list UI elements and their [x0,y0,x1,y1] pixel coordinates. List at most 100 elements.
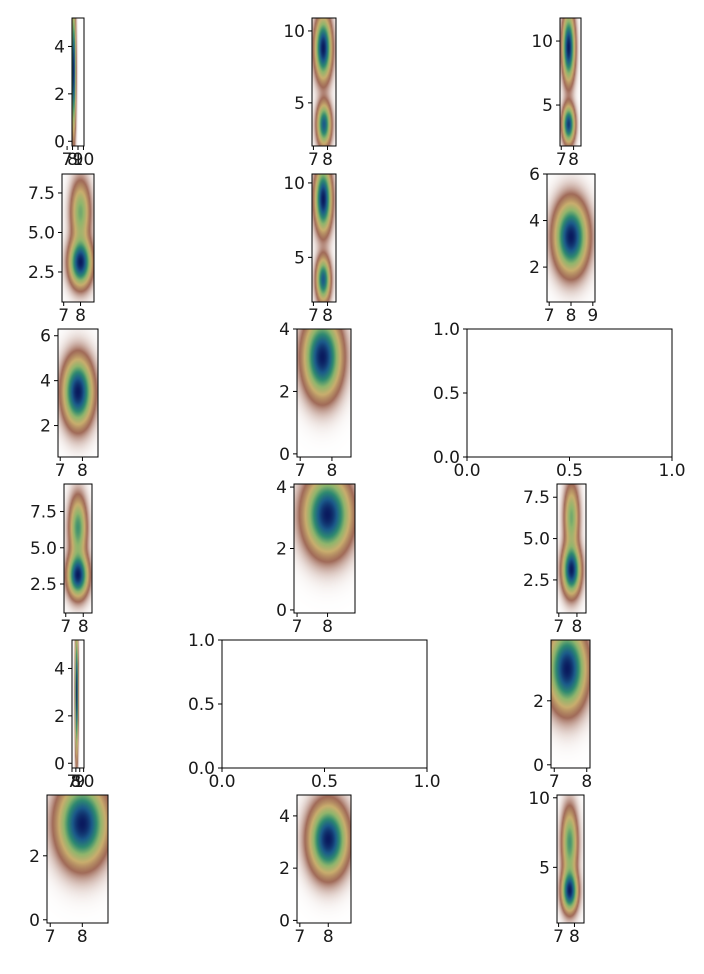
x-tick-label: 0.5 [556,461,583,481]
y-tick-label: 4 [40,372,51,392]
y-tick-label: 5 [539,858,550,878]
y-tick-label: 1.0 [188,631,215,651]
density-image [560,18,581,146]
x-tick-label: 8 [75,306,86,326]
density-image [47,795,108,923]
y-tick-label: 4 [54,37,65,57]
x-tick-label: 7 [544,306,555,326]
subplot-p15: 7 8 0 2 [533,639,592,792]
y-tick-label: 10 [283,174,305,194]
x-tick-label: 8 [322,150,333,170]
x-tick-label: 7 [67,772,78,792]
x-tick-label: 8 [78,617,89,637]
y-tick-label: 0 [276,601,287,621]
x-tick-label: 1.0 [658,461,685,481]
y-tick-label: 4 [529,212,540,232]
x-tick-label: 7 [294,927,305,947]
axes-frame [57,328,99,458]
y-tick-label: 10 [528,789,550,809]
x-tick-label: 8 [327,461,338,481]
density-image [297,329,351,457]
x-tick-label: 7 [60,617,71,637]
density-image [312,18,336,146]
axes-frame [556,483,587,614]
y-tick-label: 2 [29,847,40,867]
y-tick-label: 2 [279,859,290,879]
y-tick-label: 5.0 [28,223,55,243]
y-tick-label: 2.5 [30,575,57,595]
axes-frame [311,17,337,147]
y-tick-label: 5 [294,248,305,268]
axes-frame [466,328,673,458]
y-tick-label: 5 [542,96,553,116]
density-image [62,174,94,302]
y-tick-label: 2.5 [28,263,55,283]
y-tick-label: 0 [279,445,290,465]
subplot-p18: 7 8 5 10 [528,789,585,947]
x-tick-label: 0.0 [208,772,235,792]
axes-frame [63,483,93,614]
subplot-p6: 7 8 9 2 4 6 [529,165,598,326]
x-tick-label: 8 [566,306,577,326]
y-tick-label: 2.5 [523,571,550,591]
y-tick-label: 2 [276,540,287,560]
x-tick-label: 0.5 [311,772,338,792]
axes-frame [296,794,352,924]
axes-frame [550,639,591,769]
y-tick-label: 0.5 [433,384,460,404]
x-tick-label: 8 [77,927,88,947]
x-tick-label: 8 [77,461,88,481]
y-tick-label: 4 [279,320,290,340]
subplot-p10: 7 8 2.5 5.0 7.5 [30,483,93,637]
y-tick-label: 2 [529,258,540,278]
y-tick-label: 4 [276,478,287,498]
y-tick-label: 0 [54,754,65,774]
y-tick-label: 0 [279,911,290,931]
x-tick-label: 8 [70,772,81,792]
x-tick-label: 7 [308,306,319,326]
subplot-p2: 7 8 5 10 [283,17,337,170]
x-tick-label: 7 [58,306,69,326]
x-tick-label: 7 [295,461,306,481]
axes-frame [559,17,582,147]
x-tick-label: 7 [556,150,567,170]
x-tick-label: 8 [568,150,579,170]
density-image [557,795,584,923]
y-tick-label: 1.0 [433,320,460,340]
x-tick-label: 8 [569,927,580,947]
y-tick-label: 2 [279,382,290,402]
y-tick-label: 5 [294,94,305,114]
subplot-p16: 7 8 0 2 [29,794,109,947]
density-image [64,484,92,613]
axes-frame [556,794,585,924]
x-tick-label: 9 [74,772,85,792]
y-tick-label: 4 [54,659,65,679]
y-tick-label: 5.0 [523,530,550,550]
y-tick-label: 0 [533,756,544,776]
x-tick-label: 7 [62,150,73,170]
y-tick-label: 2 [40,417,51,437]
y-tick-label: 0 [54,132,65,152]
y-tick-label: 0.5 [188,695,215,715]
density-image [312,174,336,302]
y-tick-label: 7.5 [28,184,55,204]
subplot-p11: 7 8 0 2 4 [276,478,356,637]
y-tick-label: 0.0 [433,448,460,468]
axes-frame [221,639,428,769]
x-tick-label: 8 [67,150,78,170]
x-tick-label: 9 [73,150,84,170]
density-image [72,640,84,768]
x-tick-label: 7 [55,461,66,481]
density-image [547,174,595,302]
y-tick-label: 2 [533,692,544,712]
y-tick-label: 7.5 [523,488,550,508]
axes-frame [311,173,337,303]
x-tick-label: 7 [553,927,564,947]
subplot-p8: 7 8 0 2 4 [279,320,352,481]
axes-frame [61,173,95,303]
x-tick-label: 10 [73,150,95,170]
subplot-p14: 0.0 0.5 1.0 0.0 0.5 1.0 [188,631,441,792]
subplot-p17: 7 8 0 2 4 [279,794,352,947]
y-tick-label: 0.0 [188,759,215,779]
